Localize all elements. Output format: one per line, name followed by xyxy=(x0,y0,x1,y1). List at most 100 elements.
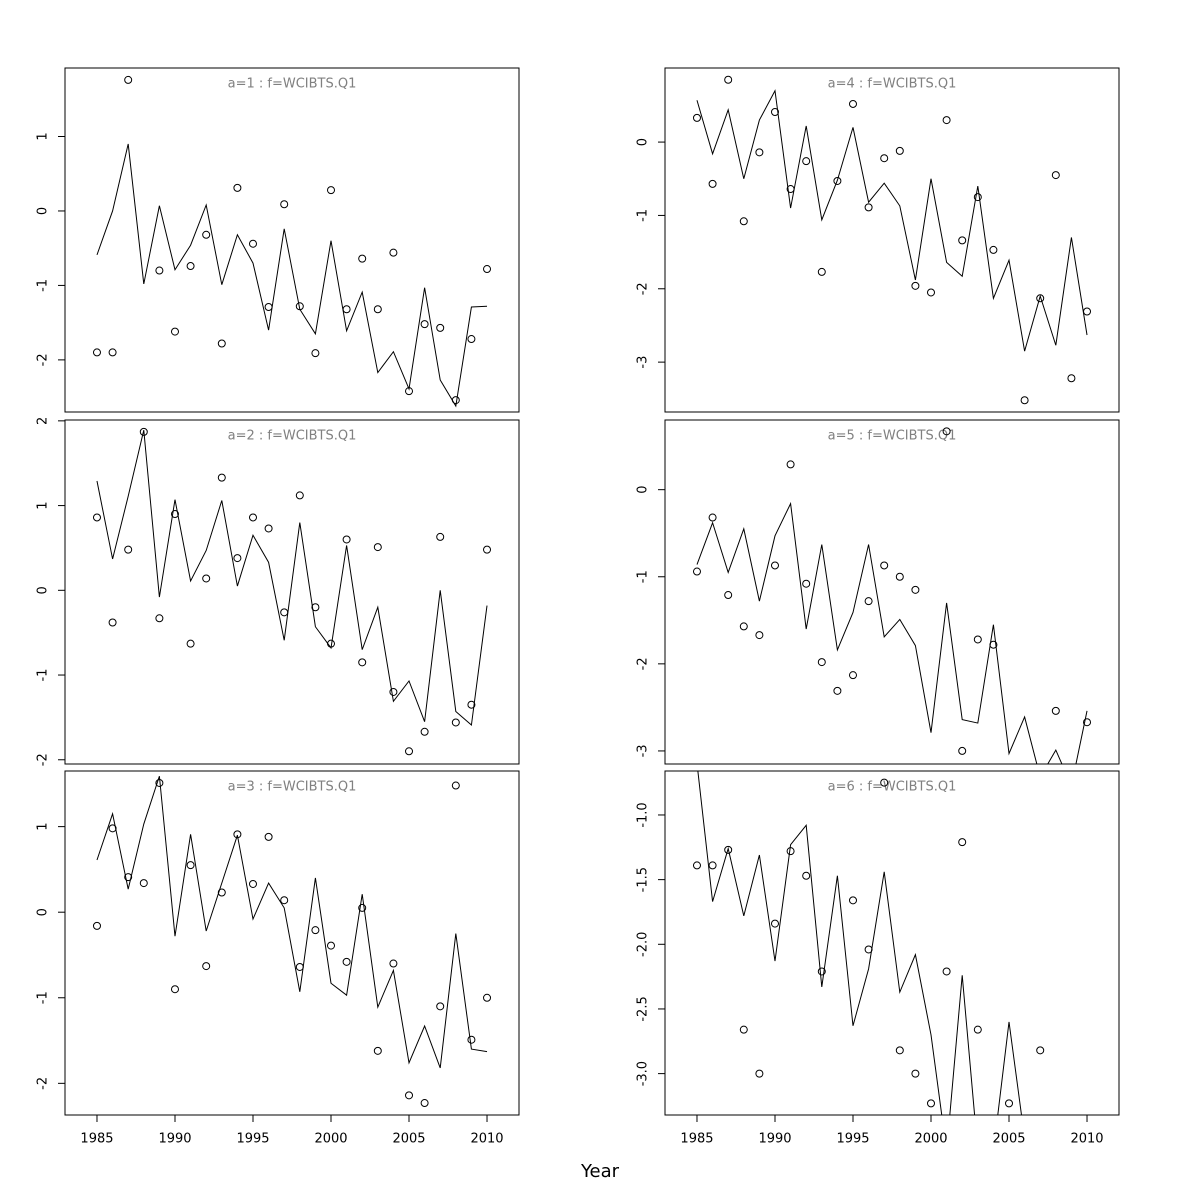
observed-point xyxy=(467,1035,476,1044)
observed-point xyxy=(1051,706,1060,715)
observed-point xyxy=(124,545,133,554)
panel-frame xyxy=(664,770,1120,1116)
observed-point xyxy=(755,148,764,157)
observed-point xyxy=(436,323,445,332)
y-tick-label: -1 xyxy=(636,209,651,222)
observed-point xyxy=(280,896,289,905)
x-tick-label: 2000 xyxy=(914,1132,947,1147)
panel-frame xyxy=(664,419,1120,765)
x-tick-label: 2005 xyxy=(992,1132,1025,1147)
panel-title: a=5 : f=WCIBTS.Q1 xyxy=(828,429,957,444)
y-tick-label: 1 xyxy=(36,132,51,140)
observed-point xyxy=(170,985,179,994)
observed-point xyxy=(248,879,257,888)
observed-point xyxy=(280,200,289,209)
observed-point xyxy=(405,387,414,396)
observed-point xyxy=(217,888,226,897)
observed-point xyxy=(864,597,873,606)
x-tick-label: 1990 xyxy=(158,1132,191,1147)
observed-point xyxy=(1036,294,1045,303)
observed-point xyxy=(233,554,242,563)
observed-point xyxy=(770,561,779,570)
panel-title: a=2 : f=WCIBTS.Q1 xyxy=(228,429,357,444)
observed-point xyxy=(170,327,179,336)
observed-point xyxy=(327,186,336,195)
observed-point xyxy=(817,267,826,276)
observed-point xyxy=(958,838,967,847)
observed-point xyxy=(786,847,795,856)
observed-point xyxy=(467,335,476,344)
observed-point xyxy=(1005,1099,1014,1108)
observed-point xyxy=(786,460,795,469)
x-tick-label: 1995 xyxy=(236,1132,269,1147)
observed-point xyxy=(373,305,382,314)
observed-point xyxy=(1083,307,1092,316)
observed-point xyxy=(420,727,429,736)
observed-point xyxy=(848,896,857,905)
y-tick-label: -2 xyxy=(36,753,51,766)
observed-point xyxy=(880,561,889,570)
observed-point xyxy=(864,945,873,954)
x-tick-label: 2010 xyxy=(470,1132,503,1147)
observed-point xyxy=(989,245,998,254)
x-tick-label: 2000 xyxy=(314,1132,347,1147)
observed-point xyxy=(895,572,904,581)
y-tick-label: -2.0 xyxy=(636,932,651,957)
x-tick-label: 2010 xyxy=(1070,1132,1103,1147)
observed-point xyxy=(295,962,304,971)
observed-point xyxy=(817,967,826,976)
y-tick-label: -1.0 xyxy=(636,802,651,827)
observed-point xyxy=(358,254,367,263)
fitted-line xyxy=(696,89,1088,352)
observed-point xyxy=(989,640,998,649)
observed-point xyxy=(724,591,733,600)
observed-point xyxy=(202,574,211,583)
fitted-line xyxy=(96,430,488,727)
observed-point xyxy=(708,513,717,522)
observed-point xyxy=(483,993,492,1002)
panel-frame xyxy=(664,67,1120,413)
observed-point xyxy=(155,266,164,275)
y-tick-label: -2 xyxy=(636,282,651,295)
observed-point xyxy=(420,320,429,329)
x-tick-label: 2005 xyxy=(392,1132,425,1147)
plot-area xyxy=(92,427,492,756)
panel-title: a=4 : f=WCIBTS.Q1 xyxy=(828,77,957,92)
y-tick-label: -1 xyxy=(36,669,51,682)
y-tick-label: -2.5 xyxy=(636,996,651,1021)
observed-point xyxy=(927,1099,936,1108)
observed-point xyxy=(186,639,195,648)
fitted-line xyxy=(697,771,1022,1115)
y-tick-label: 0 xyxy=(36,207,51,215)
observed-point xyxy=(233,830,242,839)
observed-point xyxy=(467,700,476,709)
observed-point xyxy=(895,1046,904,1055)
panel-title: a=3 : f=WCIBTS.Q1 xyxy=(228,780,357,795)
observed-point xyxy=(186,861,195,870)
observed-point xyxy=(451,718,460,727)
y-tick-label: -2 xyxy=(36,353,51,366)
plot-area xyxy=(92,775,492,1108)
observed-point xyxy=(389,687,398,696)
observed-point xyxy=(927,288,936,297)
observed-point xyxy=(802,871,811,880)
y-tick-label: 0 xyxy=(36,908,51,916)
x-tick-label: 1985 xyxy=(80,1132,113,1147)
observed-point xyxy=(770,108,779,117)
observed-point xyxy=(389,959,398,968)
observed-point xyxy=(108,618,117,627)
observed-point xyxy=(186,262,195,271)
observed-point xyxy=(692,567,701,576)
plot-area xyxy=(92,75,492,408)
observed-point xyxy=(1051,171,1060,180)
y-tick-label: -3.0 xyxy=(636,1061,651,1086)
observed-point xyxy=(848,671,857,680)
observed-point xyxy=(848,99,857,108)
observed-point xyxy=(739,217,748,226)
observed-point xyxy=(436,1002,445,1011)
observed-point xyxy=(739,622,748,631)
observed-point xyxy=(155,778,164,787)
observed-point xyxy=(327,941,336,950)
observed-point xyxy=(436,532,445,541)
